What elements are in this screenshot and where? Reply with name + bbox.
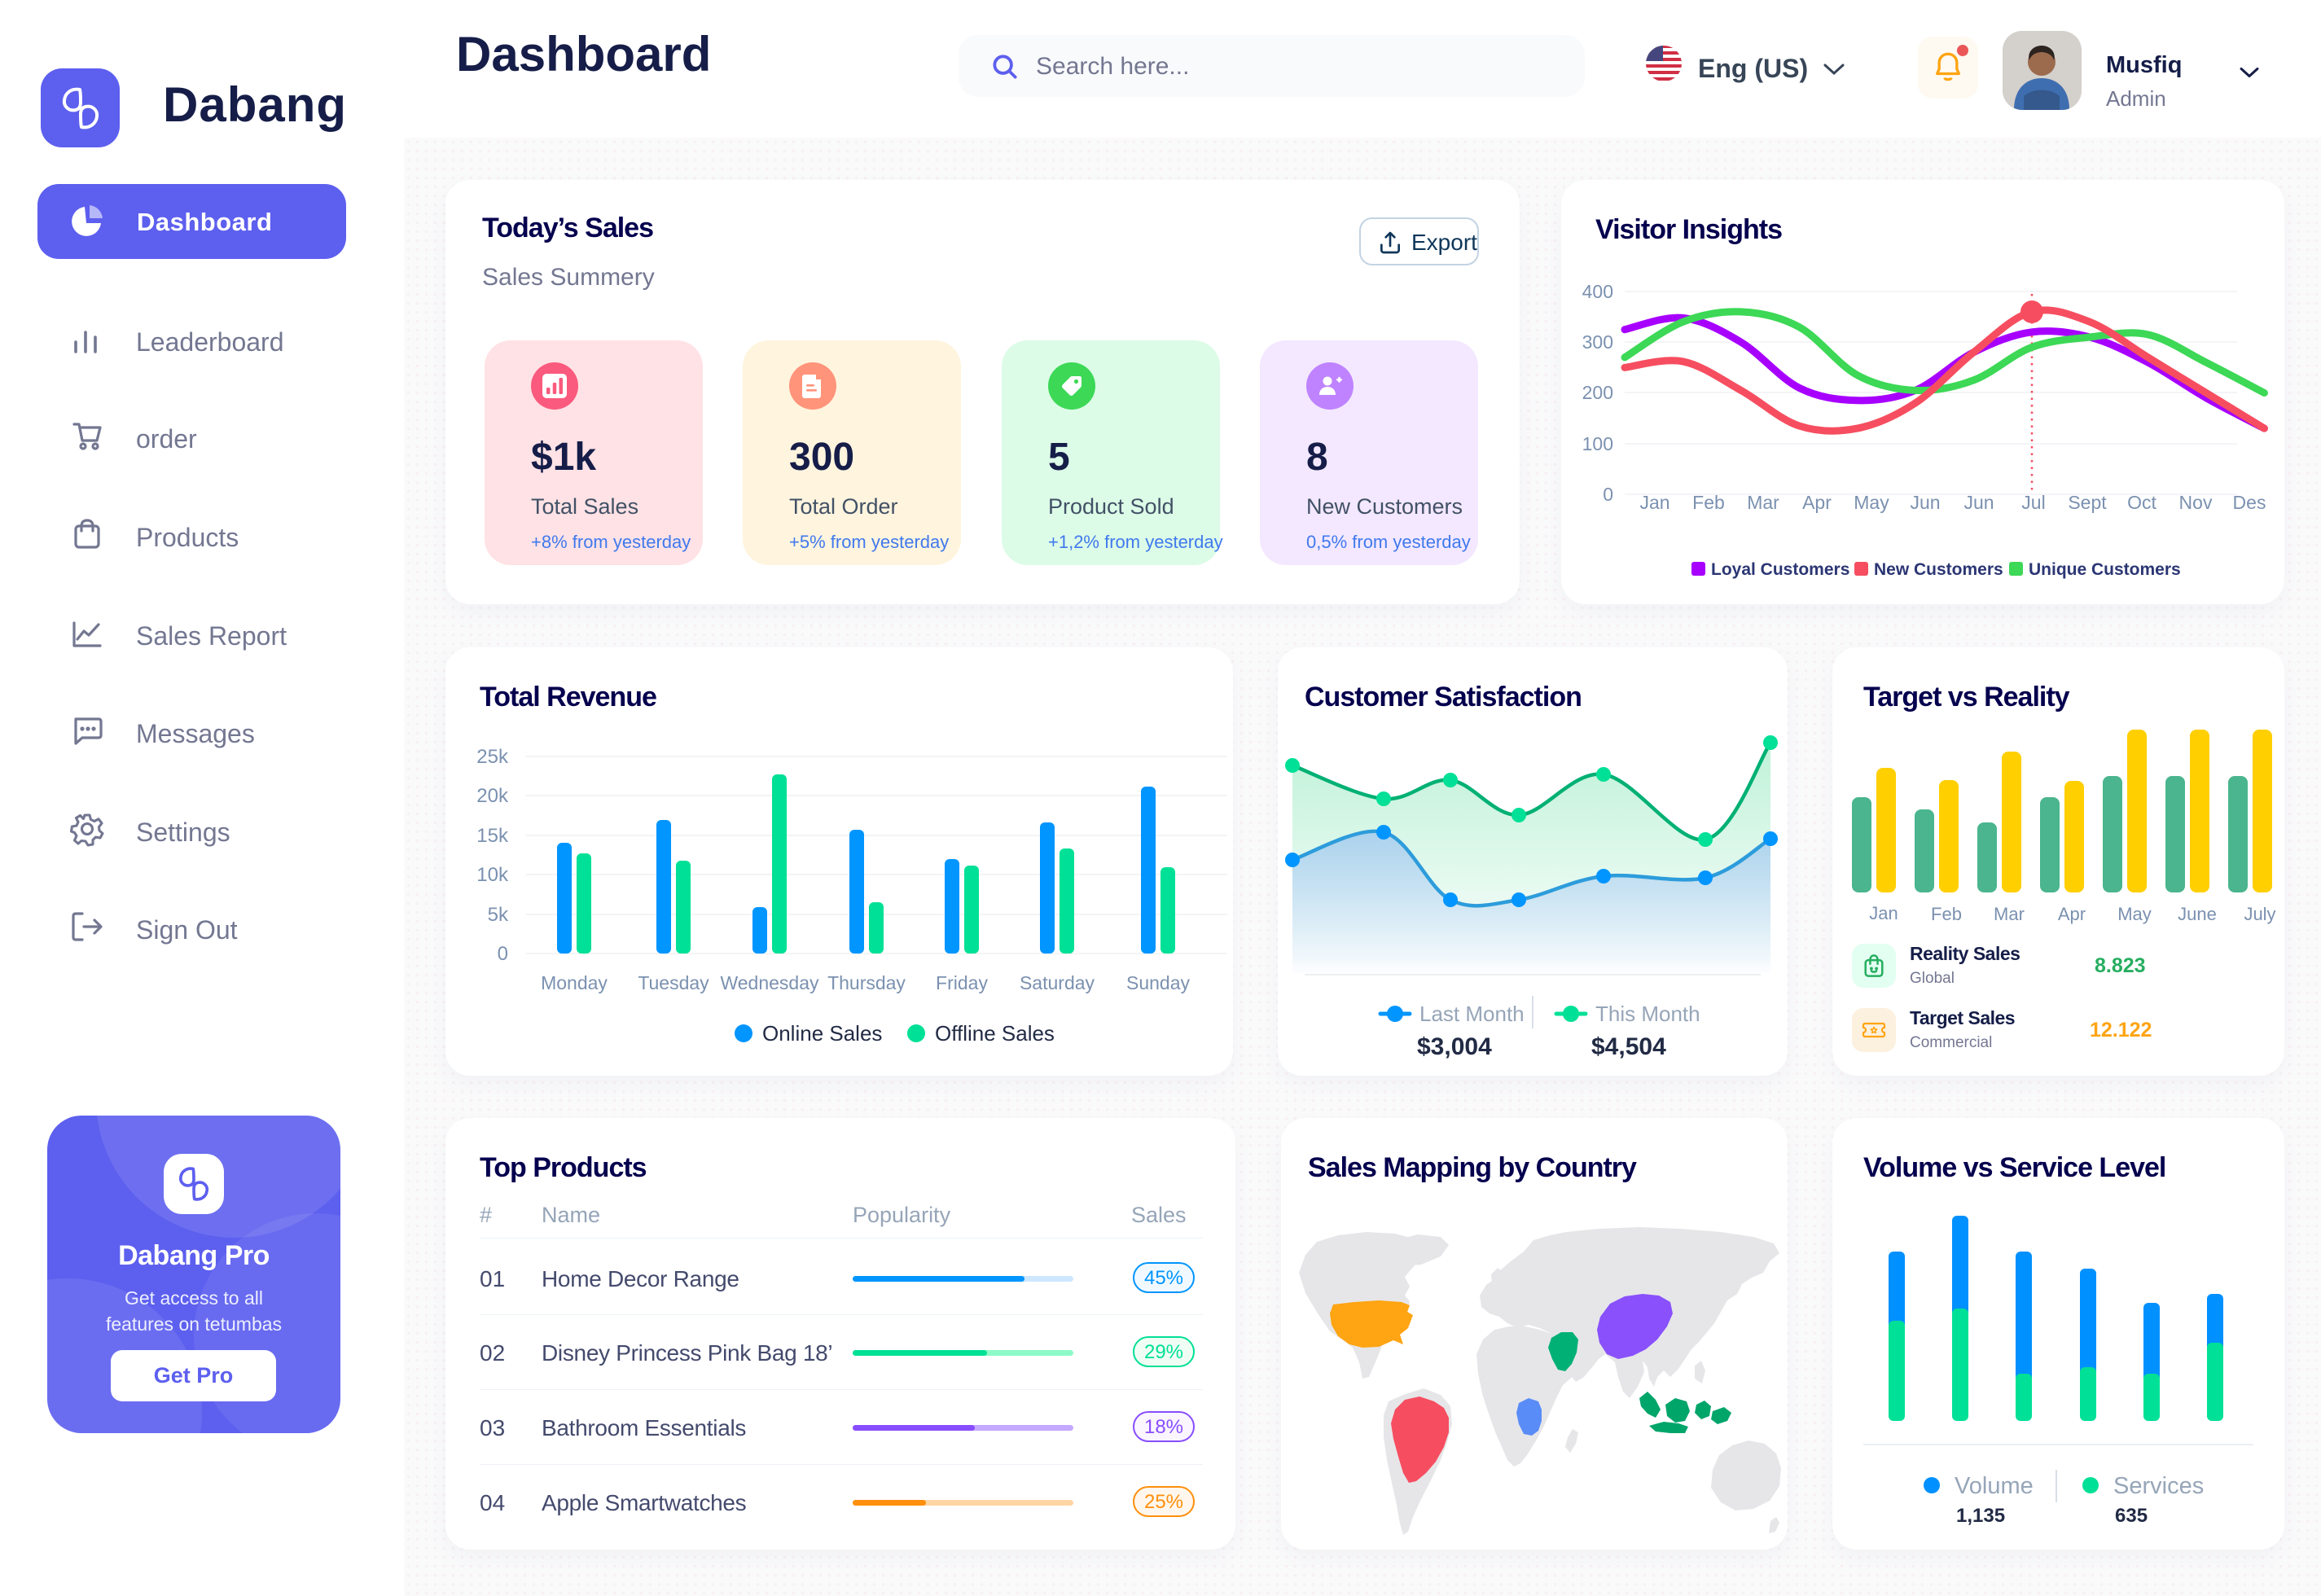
svg-text:Tuesday: Tuesday — [638, 972, 709, 993]
svg-text:Thursday: Thursday — [827, 972, 906, 993]
svg-text:Des: Des — [2233, 492, 2266, 513]
svg-text:5k: 5k — [488, 904, 509, 926]
svg-text:0: 0 — [498, 943, 508, 965]
svg-text:Sunday: Sunday — [1126, 972, 1191, 993]
svg-text:$3,004: $3,004 — [1417, 1033, 1492, 1060]
svg-text:Services: Services — [2113, 1473, 2204, 1499]
svg-text:300: 300 — [1582, 331, 1613, 353]
svg-text:200: 200 — [1582, 382, 1613, 403]
svg-text:Nov: Nov — [2179, 492, 2213, 513]
svg-text:June: June — [2178, 904, 2217, 924]
svg-text:Monday: Monday — [541, 972, 608, 993]
svg-text:Last Month: Last Month — [1419, 1002, 1525, 1026]
svg-text:400: 400 — [1582, 281, 1613, 302]
svg-text:Offline Sales: Offline Sales — [935, 1021, 1055, 1046]
svg-text:Oct: Oct — [2127, 492, 2156, 513]
svg-text:Mar: Mar — [1994, 904, 2025, 924]
svg-text:Friday: Friday — [936, 972, 988, 993]
svg-text:May: May — [2117, 904, 2152, 924]
svg-text:May: May — [1854, 492, 1889, 513]
svg-text:Volume: Volume — [1955, 1473, 2034, 1499]
svg-text:Jun: Jun — [1910, 492, 1940, 513]
svg-text:Unique Customers: Unique Customers — [2029, 560, 2181, 579]
svg-text:Jun: Jun — [1963, 492, 1994, 513]
svg-text:Mar: Mar — [1747, 492, 1779, 513]
svg-text:$4,504: $4,504 — [1591, 1033, 1666, 1060]
svg-text:0: 0 — [1603, 484, 1613, 505]
svg-text:Jan: Jan — [1639, 492, 1669, 513]
svg-text:Feb: Feb — [1692, 492, 1725, 513]
svg-text:Saturday: Saturday — [1020, 972, 1095, 993]
svg-text:Sept: Sept — [2068, 492, 2107, 513]
svg-text:Apr: Apr — [1802, 492, 1832, 513]
svg-text:July: July — [2244, 904, 2275, 924]
svg-text:20k: 20k — [476, 785, 509, 807]
svg-text:Jul: Jul — [2021, 492, 2045, 513]
svg-text:Loyal Customers: Loyal Customers — [1711, 560, 1849, 579]
svg-text:15k: 15k — [476, 825, 509, 847]
svg-text:10k: 10k — [476, 864, 509, 886]
svg-text:Jan: Jan — [1869, 903, 1898, 923]
svg-text:This Month: This Month — [1595, 1002, 1700, 1026]
svg-text:New Customers: New Customers — [1874, 560, 2003, 579]
svg-text:100: 100 — [1582, 433, 1613, 454]
svg-text:Wednesday: Wednesday — [720, 972, 819, 993]
svg-text:Online Sales: Online Sales — [762, 1021, 882, 1046]
svg-text:635: 635 — [2115, 1505, 2148, 1527]
svg-text:1,135: 1,135 — [1956, 1505, 2005, 1527]
svg-text:Apr: Apr — [2058, 904, 2086, 924]
svg-text:25k: 25k — [476, 746, 509, 768]
svg-text:Feb: Feb — [1931, 904, 1962, 924]
